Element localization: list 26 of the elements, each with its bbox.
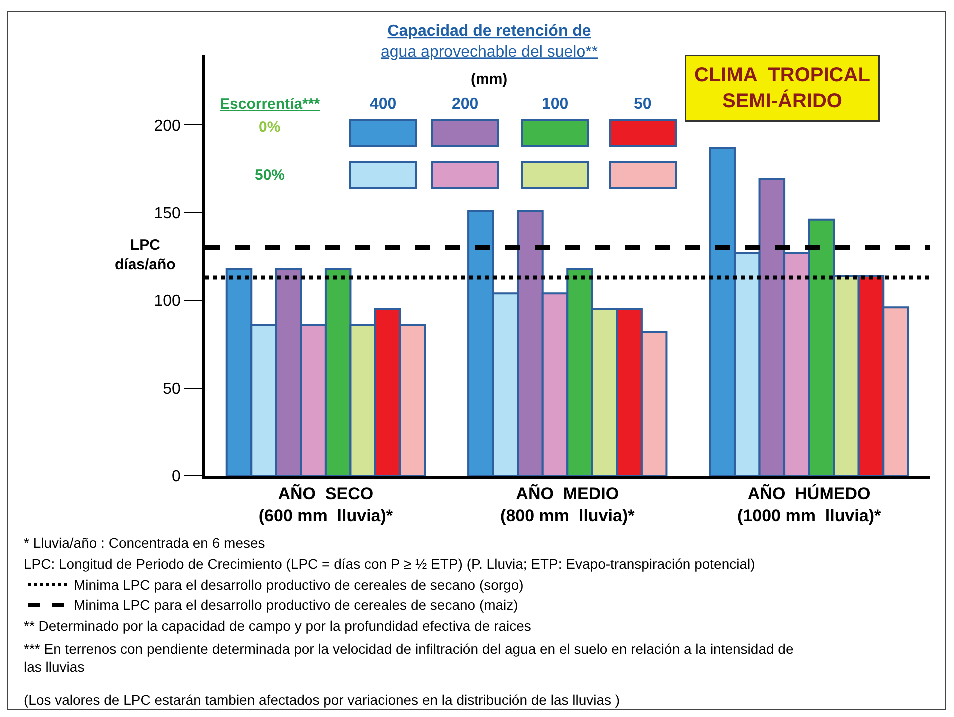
- text: *** En terrenos con pendiente determinada por la velocidad de infiltración del agua en el suelo en relación a la intensidad de las lluvias: [24, 641, 794, 676]
- y-tick-label: 50: [163, 380, 182, 398]
- legend-label: Minima LPC para el desarrollo productivo de cereales de secano (maiz): [74, 597, 518, 613]
- annotation: 400: [370, 96, 397, 113]
- x-tick-label: AÑO HÚMEDO (1000 mm lluvia)*: [737, 483, 882, 526]
- text: CLIMA TROPICAL SEMI-ÁRIDO: [694, 64, 870, 112]
- y-tick-label: 150: [154, 205, 182, 222]
- text: * Lluvia/año : Concentrada en 6 meses: [24, 535, 266, 551]
- annotation: 0%: [259, 119, 281, 136]
- annotation: 200: [452, 96, 479, 113]
- y-tick-label: 0: [172, 468, 182, 486]
- annotation: (mm): [471, 71, 508, 88]
- annotation: 50: [634, 96, 652, 113]
- legend-label: Minima LPC para el desarrollo productivo de cereales de secano (sorgo): [74, 577, 524, 593]
- x-tick-label: AÑO SECO (600 mm lluvia)*: [258, 483, 394, 526]
- text: (Los valores de LPC estarán tambien afectados por variaciones en la distribución de las lluvias ): [24, 692, 620, 708]
- y-tick-label: 100: [154, 293, 182, 310]
- x-tick-label: AÑO MEDIO (800 mm lluvia)*: [500, 483, 636, 526]
- text: LPC: Longitud de Periodo de Crecimiento (LPC = días con P ≥ ½ ETP) (P. Lluvia; ETP: Evapo-transpiración potencial): [24, 556, 756, 572]
- y-tick-label: 200: [154, 118, 182, 135]
- y-axis-title: LPC días/año: [115, 237, 176, 274]
- annotation: Capacidad de retención de agua aprovechable del suelo**: [381, 23, 598, 61]
- annotation: Escorrentía***: [220, 96, 320, 113]
- text: ** Determinado por la capacidad de campo y por la profundidad efectiva de raices: [24, 618, 532, 634]
- annotation: 50%: [255, 167, 286, 184]
- annotation: 100: [542, 96, 569, 113]
